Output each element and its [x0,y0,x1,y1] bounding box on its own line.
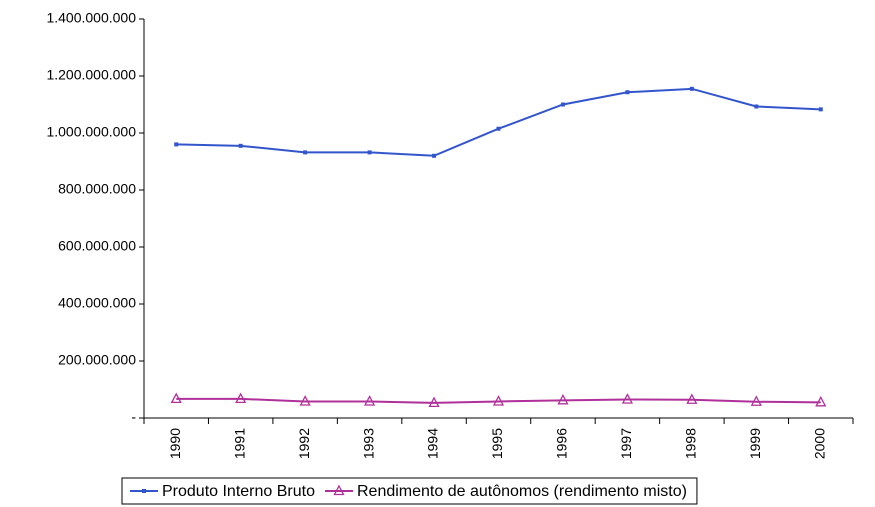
x-tick-label: 1991 [231,428,247,459]
y-tick-label: 1.000.000.000 [46,124,136,140]
y-tick-label: 200.000.000 [58,352,136,368]
legend-box [121,477,698,505]
point [496,126,501,131]
point [557,393,569,405]
x-tick-label: 1994 [425,428,441,459]
x-tick-label: 1993 [360,428,376,459]
point [235,392,247,404]
x-tick-label: 1999 [747,428,763,459]
legend-marker [142,489,146,493]
point [428,396,440,408]
y-tick-label: 1.400.000.000 [46,10,136,26]
x-tick-label: 1997 [618,428,634,459]
legend-marker [333,484,345,496]
point [170,392,182,404]
point [299,395,311,406]
x-tick-label: 2000 [811,428,827,459]
point [432,153,437,158]
point [818,107,823,112]
legend-label: Rendimento de autônomos (rendimento mist… [357,483,687,500]
y-tick-label: 800.000.000 [58,181,136,197]
point [492,395,505,406]
x-tick-label: 1992 [296,428,312,459]
point [686,393,698,404]
point [560,102,565,107]
y-tick-label: - [131,409,136,425]
x-tick-label: 1990 [167,428,183,459]
point [303,150,308,155]
point [364,395,376,406]
point [367,150,372,155]
legend-label: Produto Interno Bruto [162,483,315,500]
y-tick-label: 400.000.000 [58,295,136,311]
x-tick-label: 1995 [489,428,505,459]
point [625,90,630,95]
series-line [176,87,821,157]
x-tick-label: 1998 [683,428,699,459]
series-line [176,397,821,404]
point [754,104,759,109]
legend: Produto Interno Bruto Rendimento de autôn… [121,477,698,505]
point [238,143,243,148]
y-tick-label: 1.200.000.000 [46,67,136,83]
x-tick-label: 1996 [554,428,570,459]
point [815,395,827,407]
point [174,142,179,147]
point [621,393,633,404]
y-tick-label: 600.000.000 [58,238,136,254]
point [750,395,762,406]
point [689,86,694,91]
